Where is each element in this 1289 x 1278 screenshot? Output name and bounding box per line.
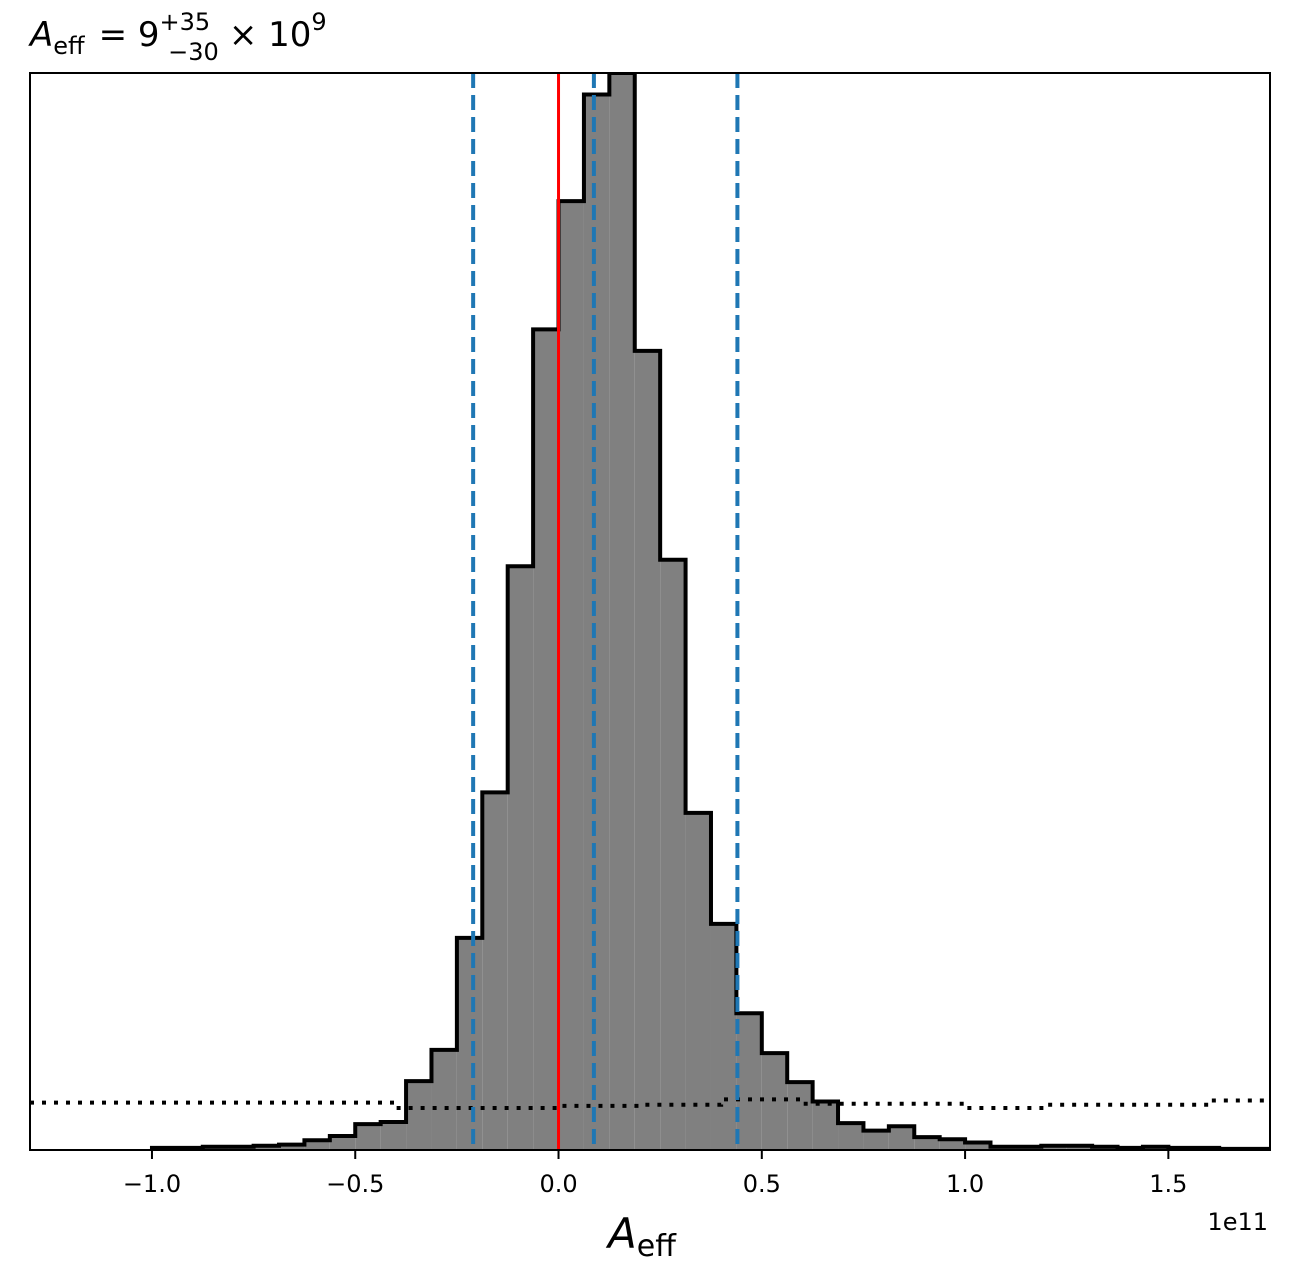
histogram-bar: [863, 1130, 889, 1150]
x-axis-offset-label: 1e11: [1207, 1208, 1268, 1236]
histogram-bar: [736, 1013, 762, 1150]
histogram-bar: [583, 94, 610, 1150]
title-subscript: eff: [53, 32, 85, 60]
histogram-bar: [965, 1142, 991, 1150]
axes-frame: [29, 72, 1271, 1151]
x-axis-ticks: −1.0 −0.5 0.0 0.5 1.0 1.5: [123, 1150, 1187, 1198]
x-tick-label: 0.5: [743, 1170, 781, 1198]
histogram-bar: [838, 1123, 864, 1150]
x-axis-label: Aeff: [605, 1209, 677, 1264]
histogram-bar: [761, 1053, 788, 1150]
histogram-bar: [304, 1140, 330, 1150]
title-lower-error: −30: [168, 38, 219, 66]
histogram-bar: [380, 1121, 407, 1150]
x-tick-label: 0.0: [539, 1170, 577, 1198]
title-upper-error: +35: [160, 8, 211, 36]
x-tick-label: −1.0: [123, 1170, 181, 1198]
histogram-bar: [253, 1145, 280, 1150]
title-exponent: 9: [311, 8, 326, 36]
histogram-bar: [787, 1082, 813, 1150]
histogram-bars: [151, 73, 1270, 1150]
histogram-bar: [685, 812, 711, 1150]
histogram-bar: [1066, 1145, 1093, 1150]
histogram-bar: [533, 329, 559, 1150]
histogram-bar: [431, 1049, 457, 1150]
x-tick-label: 1.0: [946, 1170, 984, 1198]
histogram-bar: [609, 73, 635, 1150]
prior-dotted-line: [30, 1097, 1270, 1110]
title-times: × 10: [229, 15, 312, 55]
histogram-bar: [914, 1137, 940, 1150]
histogram-bar: [1041, 1145, 1067, 1150]
title-equals-value: = 9: [99, 15, 160, 55]
xlabel-subscript: eff: [637, 1229, 677, 1264]
chart-title: Aeff = 9+35 −30 × 109: [28, 8, 327, 66]
histogram-bar: [939, 1139, 966, 1150]
title-symbol: A: [28, 15, 53, 55]
histogram-bar: [329, 1135, 356, 1150]
histogram-bar: [507, 566, 534, 1150]
histogram-bar: [812, 1101, 839, 1150]
histogram-bar: [660, 559, 686, 1150]
histogram-bar: [279, 1144, 305, 1150]
histogram-bar: [456, 937, 483, 1150]
histogram-outline: [149, 73, 1270, 1150]
histogram-bar: [558, 201, 584, 1150]
x-tick-label: −0.5: [326, 1170, 384, 1198]
histogram-bar: [482, 792, 508, 1150]
histogram-bar: [634, 350, 661, 1150]
histogram-bar: [406, 1081, 432, 1150]
histogram-bar: [710, 923, 737, 1150]
histogram-bar: [888, 1126, 915, 1150]
reference-lines: [471, 73, 740, 1150]
histogram-bar: [355, 1124, 381, 1150]
xlabel-symbol: A: [605, 1209, 637, 1258]
x-tick-label: 1.5: [1149, 1170, 1187, 1198]
